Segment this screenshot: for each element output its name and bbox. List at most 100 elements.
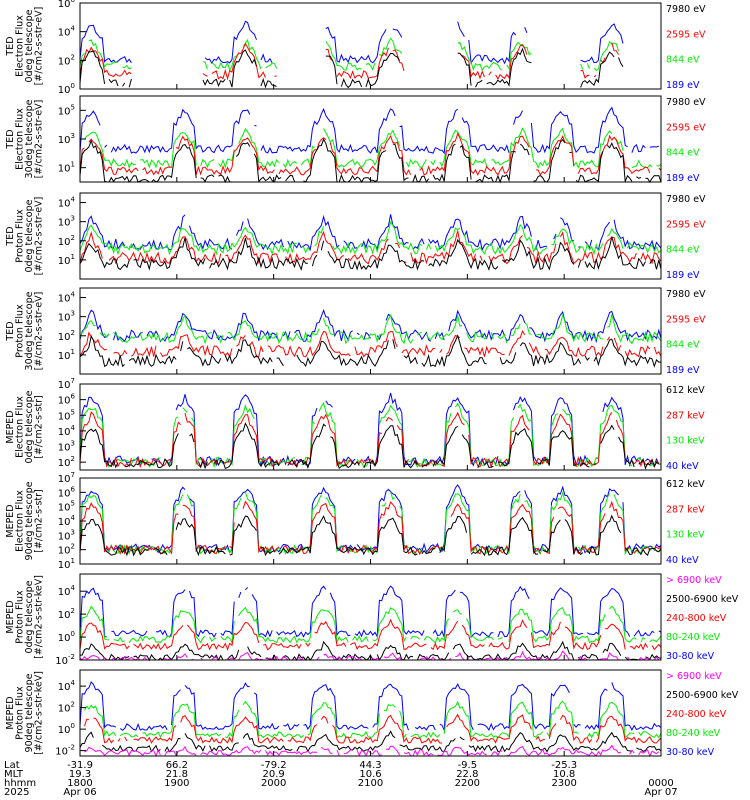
y-label-line: Electron Flux [15,396,26,458]
y-tick-label: 100 [58,722,75,736]
y-label-line: Proton Flux [15,590,26,644]
x-lat-value: -25.3 [551,760,577,771]
y-tick-exponent: 1 [71,557,75,565]
legend-entry-blue: 40 keV [666,555,699,566]
y-tick-exponent: 5 [71,408,75,416]
y-tick-exponent: 2 [71,607,75,615]
y-tick-exponent: 4 [71,679,76,687]
y-tick-label: 105 [58,500,75,514]
legend-entry-red: 240-800 keV [666,709,727,720]
y-label-line: TED [5,129,16,149]
y-tick-base: 10 [58,503,71,514]
y-label-line: [#/cm2-s-str-eV] [34,100,45,179]
legend-entry-black: 7980 eV [666,194,706,205]
x-mlt-value: 20.9 [263,769,285,780]
series-green-trace [79,313,662,345]
y-label-line: MEPED [5,410,16,443]
y-tick-base: 10 [58,380,71,391]
y-tick-exponent: 6 [71,485,76,493]
legend-entry-black: 7980 eV [666,97,706,108]
y-tick-label: 104 [58,679,76,693]
y-tick-base: 10 [58,56,71,67]
y-tick-base: 10 [55,656,68,667]
plot-frame [79,669,662,757]
y-label-line: Proton Flux [15,209,26,263]
y-label-line: [#/cm2-s-str-keV] [34,671,45,755]
y-label-line: 0deg telescope [24,390,35,463]
x-mlt-value: 10.6 [359,769,381,780]
series-black-trace [79,334,661,368]
legend-entry-green: 844 eV [666,340,700,351]
x-row-label-hhmm: hhmm [4,778,36,789]
y-tick-exponent: 3 [71,440,75,448]
y-tick-label: 104 [58,25,76,39]
y-tick-base: 10 [58,546,71,557]
y-tick-exponent: 1 [71,348,75,356]
y-tick-base: 10 [58,351,71,362]
legend-entry-green: 844 eV [666,55,700,66]
y-tick-label: 106 [58,393,76,407]
y-tick-label: 104 [58,584,76,598]
y-tick-label: 102 [58,455,75,469]
y-label-line: TED [5,36,16,56]
series-magenta-trace [84,744,660,758]
x-lat-value: 44.3 [359,760,381,771]
y-tick-base: 10 [58,587,71,598]
y-tick-label: 101 [58,161,75,175]
y-tick-label: 101 [58,557,75,571]
legend-entry-red: 287 keV [666,504,705,515]
series-green-trace [84,700,662,739]
y-tick-exponent: 6 [71,0,76,4]
y-tick-label: 10-2 [55,653,75,667]
legend-entry-black: 7980 eV [666,289,706,300]
plot-frame [79,192,662,280]
y-tick-exponent: 0 [71,722,75,730]
legend-entry-green: 130 keV [666,436,705,447]
x-mlt-value: 10.8 [553,769,575,780]
x-lat-value: 66.2 [166,760,188,771]
series-red-trace [84,713,662,744]
legend-entry-black: 612 keV [666,479,705,490]
legend-entry-red: 2595 eV [666,122,706,133]
series-blue-trace [79,308,662,344]
y-label-line: TED [5,226,16,246]
y-tick-exponent: 6 [71,393,76,401]
series-red-trace [79,411,660,469]
y-tick-exponent: 5 [71,103,75,111]
y-tick-base: 10 [58,85,71,96]
y-tick-base: 10 [58,458,71,469]
legend-entry-red: 240-800 keV [666,613,727,624]
legend-entry-red: 2595 eV [666,219,706,230]
y-label-line: [#/cm2-s-str-eV] [34,7,45,86]
x-row-label-mlt: MLT [4,769,24,780]
legend-entry-blue: 189 eV [666,80,700,91]
y-tick-label: 100 [58,82,75,96]
y-tick-base: 10 [58,294,71,305]
y-tick-base: 10 [58,725,71,736]
x-mlt-value: 21.8 [166,769,188,780]
y-tick-label: 104 [58,514,76,528]
y-label-line: 90deg telescope [24,673,35,752]
y-tick-label: 104 [58,196,76,210]
y-tick-base: 10 [58,28,71,39]
series-blue-trace [79,681,662,731]
series-red-trace [79,132,662,176]
legend-entry-red: 287 keV [666,410,705,421]
y-tick-label: 102 [58,53,75,67]
legend-entry-red: 2595 eV [666,29,706,40]
y-tick-base: 10 [58,218,71,229]
y-tick-base: 10 [58,682,71,693]
y-tick-base: 10 [58,517,71,528]
series-green-trace [84,127,662,170]
series-green-trace [79,220,662,256]
y-label-line: Electron Flux [15,490,26,552]
legend-entry-black: 7980 eV [666,4,706,15]
